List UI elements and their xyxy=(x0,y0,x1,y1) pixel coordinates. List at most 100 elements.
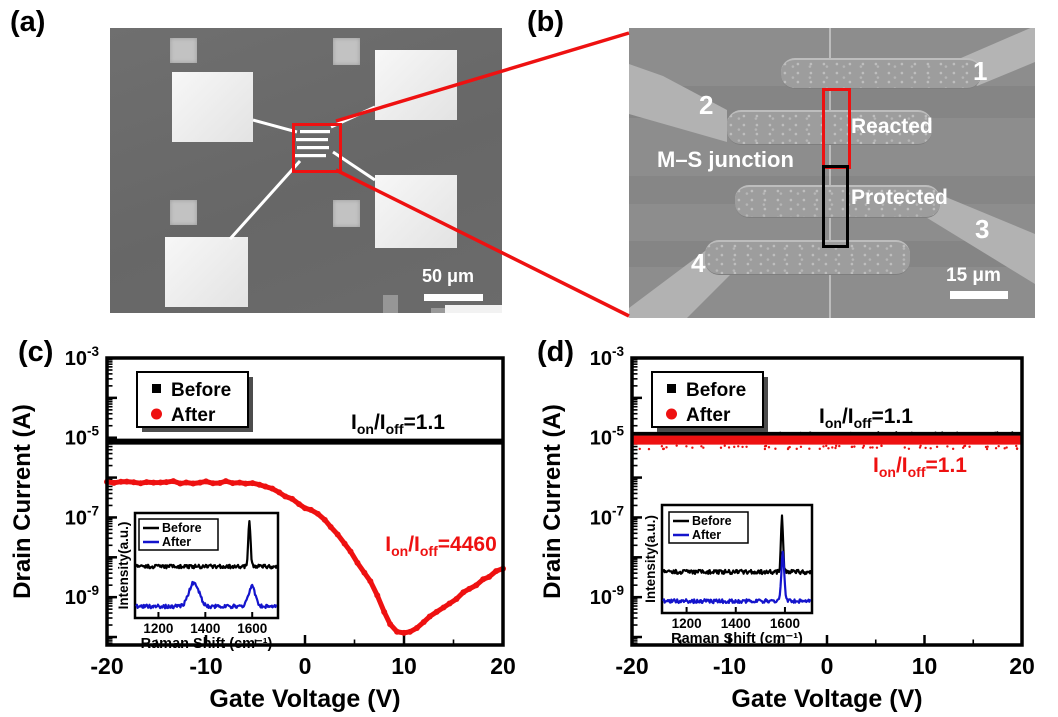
data-noise-dot xyxy=(662,447,666,450)
data-noise-dot xyxy=(762,431,765,434)
data-noise-dot xyxy=(763,445,767,448)
y-axis-title: Drain Current (A) xyxy=(9,404,36,599)
data-point xyxy=(341,540,348,547)
scale-bar-label: 50 μm xyxy=(422,266,475,286)
data-noise-dot xyxy=(737,445,740,448)
data-point xyxy=(130,479,137,486)
electrode-3-label: 3 xyxy=(975,214,990,244)
data-noise-dot xyxy=(745,445,748,449)
data-point xyxy=(170,478,177,485)
data-point xyxy=(401,629,407,636)
data-noise-dot xyxy=(929,447,932,450)
data-point xyxy=(413,625,420,632)
raman-spectrum-after xyxy=(662,550,812,605)
on-off-ratio-annotation: Ion/Ioff=1.1 xyxy=(873,454,967,480)
data-point xyxy=(446,600,453,607)
data-noise-dot xyxy=(822,445,825,448)
data-point xyxy=(256,481,263,488)
data-point xyxy=(321,516,328,523)
data-point xyxy=(222,478,229,485)
inset-x-tick-label: 1400 xyxy=(721,616,751,631)
data-noise-dot xyxy=(700,445,703,448)
data-point xyxy=(197,479,204,486)
data-noise-dot xyxy=(1015,447,1019,451)
sem-image-device-overview: 50 μm xyxy=(110,28,502,313)
data-noise-dot xyxy=(808,447,811,450)
data-point xyxy=(307,506,314,513)
data-noise-dot xyxy=(727,446,731,449)
data-point xyxy=(203,478,209,485)
inset-x-axis-title: Raman Shift (cm⁻¹) xyxy=(141,636,273,652)
data-noise-dot xyxy=(1002,432,1005,435)
data-noise-dot xyxy=(985,432,988,435)
electrode-bar-3 xyxy=(735,185,940,218)
data-noise-dot xyxy=(799,445,803,449)
electrode-bar-2 xyxy=(727,110,932,145)
data-noise-dot xyxy=(733,431,736,434)
data-point xyxy=(493,568,500,575)
data-noise-dot xyxy=(985,447,989,451)
plot-frame xyxy=(630,356,1024,647)
data-noise-dot xyxy=(853,445,856,448)
data-point xyxy=(361,569,368,576)
data-noise-dot xyxy=(741,445,744,449)
reacted-label: Reacted xyxy=(851,115,933,138)
legend-label: After xyxy=(171,405,216,426)
data-point xyxy=(229,480,236,487)
data-noise-dot xyxy=(828,432,831,435)
x-axis-title: Gate Voltage (V) xyxy=(731,685,922,713)
x-tick-label: 20 xyxy=(490,653,516,679)
x-tick-label: 20 xyxy=(1009,653,1035,679)
data-point xyxy=(177,480,184,487)
data-noise-dot xyxy=(924,446,927,450)
data-noise-dot xyxy=(951,447,955,451)
data-noise-dot xyxy=(660,445,664,448)
data-noise-dot xyxy=(907,447,911,450)
data-noise-dot xyxy=(682,432,685,435)
data-noise-dot xyxy=(862,444,866,448)
data-point xyxy=(327,523,334,530)
data-point xyxy=(137,480,144,487)
inset-legend-label: After xyxy=(692,528,721,542)
data-point xyxy=(117,478,124,485)
data-point xyxy=(347,548,354,555)
electrode-bar-4 xyxy=(705,240,910,275)
data-noise-dot xyxy=(838,444,841,448)
alignment-square xyxy=(170,200,197,225)
panel-a-label: (a) xyxy=(10,6,46,38)
electrode-4-label: 4 xyxy=(691,248,706,278)
data-point xyxy=(143,479,150,486)
data-noise-dot xyxy=(946,445,949,448)
y-tick-label: 10-3 xyxy=(590,344,625,370)
data-noise-dot xyxy=(998,432,1001,435)
legend-marker-circle xyxy=(151,408,162,420)
data-point xyxy=(453,596,460,603)
data-noise-dot xyxy=(871,446,874,449)
data-noise-dot xyxy=(825,444,828,448)
data-noise-dot xyxy=(869,446,872,449)
data-point xyxy=(302,505,308,512)
inset-legend-label: Before xyxy=(162,521,202,535)
inset-x-tick-label: 1400 xyxy=(190,621,220,636)
data-noise-dot xyxy=(667,431,670,434)
data-point xyxy=(480,576,487,583)
inset-legend-box xyxy=(138,518,219,551)
inset-legend-label: After xyxy=(162,535,191,549)
panel-d-label: (d) xyxy=(537,336,575,368)
alignment-square xyxy=(170,38,197,63)
x-tick-label: 0 xyxy=(299,653,312,679)
protected-label: Protected xyxy=(851,186,948,209)
data-point xyxy=(387,621,394,628)
on-off-ratio-annotation: Ion/Ioff=1.1 xyxy=(819,405,913,431)
data-point xyxy=(262,483,269,490)
data-noise-dot xyxy=(910,431,913,434)
protected-region-box xyxy=(822,165,849,248)
y-tick-label: 10-5 xyxy=(590,424,625,450)
x-tick-label: -10 xyxy=(189,653,222,679)
data-noise-dot xyxy=(934,431,937,434)
y-tick-label: 10-7 xyxy=(590,503,624,529)
data-noise-dot xyxy=(827,447,830,450)
data-point xyxy=(209,480,216,487)
legend-marker-square xyxy=(667,384,676,393)
